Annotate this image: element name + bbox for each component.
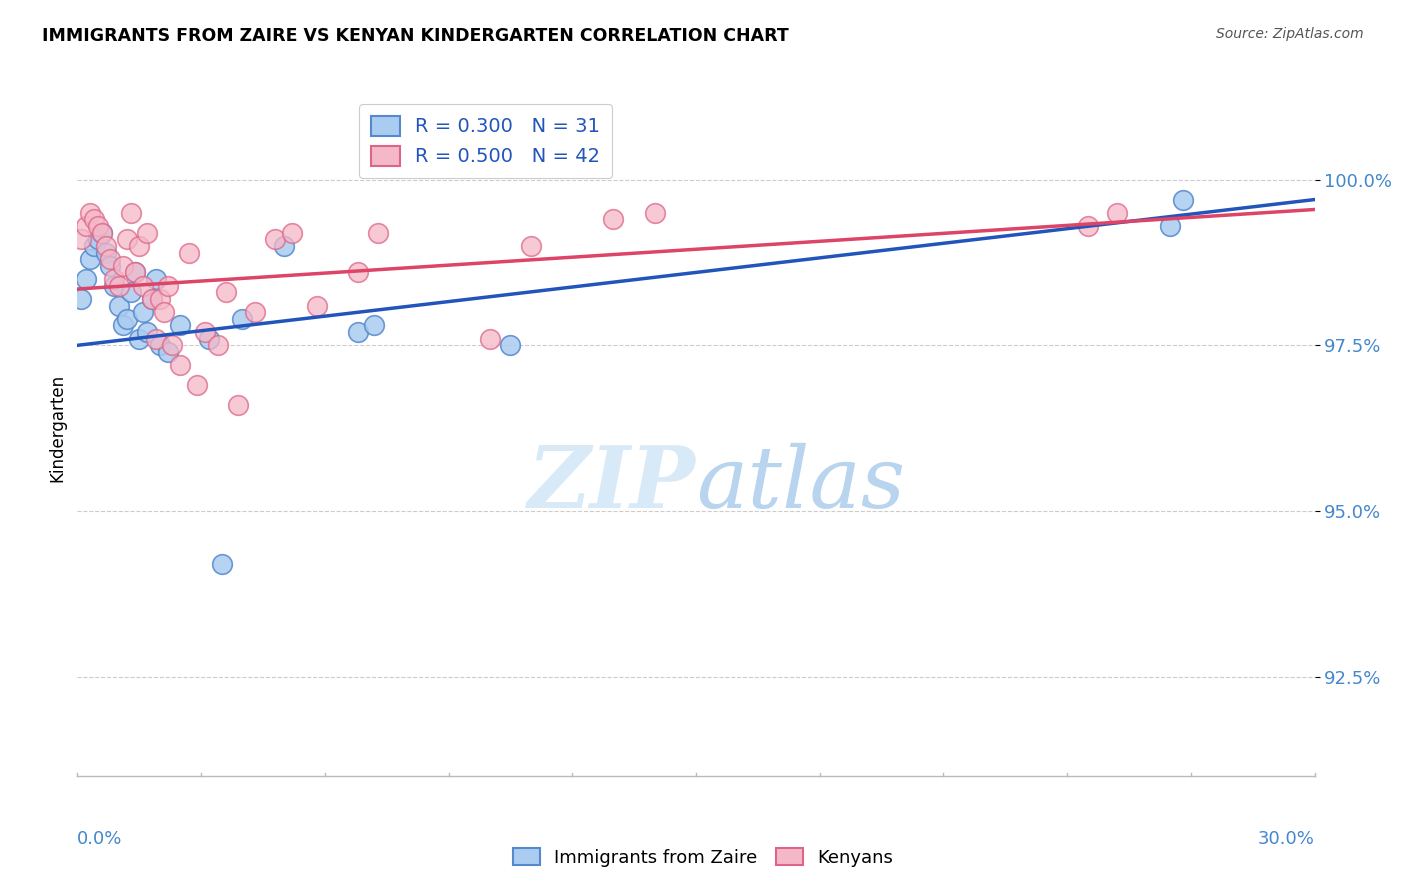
Point (169, 358, 191, 372)
Point (98, 259, 121, 273)
Point (111, 259, 134, 273)
Point (194, 325, 217, 339)
Point (198, 332, 221, 346)
Point (264, 232, 287, 246)
Point (149, 292, 172, 306)
Text: 0.0%: 0.0% (77, 830, 122, 847)
Legend: Immigrants from Zaire, Kenyans: Immigrants from Zaire, Kenyans (506, 841, 900, 874)
Text: ZIP: ZIP (529, 442, 696, 525)
Point (367, 226, 389, 240)
Point (107, 299, 129, 313)
Point (346, 265, 368, 279)
Point (141, 292, 163, 306)
Point (120, 285, 142, 300)
Point (157, 345, 180, 359)
Point (363, 318, 385, 333)
Point (103, 278, 125, 293)
Point (499, 338, 522, 352)
Point (107, 278, 129, 293)
Point (87, 232, 110, 246)
Point (281, 226, 304, 240)
Point (602, 212, 624, 227)
Point (145, 272, 167, 286)
Point (644, 206, 666, 220)
Point (157, 278, 180, 293)
Point (87, 219, 110, 233)
Point (70, 232, 93, 246)
Point (98, 252, 121, 267)
Point (207, 338, 229, 352)
Point (96, 239, 118, 253)
Point (91, 226, 114, 240)
Point (1159, 219, 1181, 233)
Point (153, 305, 176, 319)
Point (79, 206, 101, 220)
Point (186, 378, 208, 392)
Y-axis label: Kindergarten: Kindergarten (48, 374, 66, 483)
Text: IMMIGRANTS FROM ZAIRE VS KENYAN KINDERGARTEN CORRELATION CHART: IMMIGRANTS FROM ZAIRE VS KENYAN KINDERGA… (42, 27, 789, 45)
Point (215, 285, 238, 300)
Point (124, 265, 146, 279)
Point (103, 272, 125, 286)
Point (211, 557, 233, 571)
Point (305, 299, 328, 313)
Point (91, 226, 114, 240)
Point (132, 305, 155, 319)
Text: Source: ZipAtlas.com: Source: ZipAtlas.com (1216, 27, 1364, 41)
Point (128, 332, 150, 346)
Point (120, 206, 142, 220)
Point (226, 398, 249, 412)
Point (520, 239, 543, 253)
Point (83, 212, 105, 227)
Point (132, 278, 155, 293)
Point (111, 318, 134, 333)
Point (70, 292, 93, 306)
Point (160, 338, 183, 352)
Point (83, 239, 105, 253)
Text: atlas: atlas (696, 442, 905, 525)
Legend: R = 0.300   N = 31, R = 0.500   N = 42: R = 0.300 N = 31, R = 0.500 N = 42 (359, 103, 612, 178)
Point (149, 338, 172, 352)
Point (75, 272, 97, 286)
Point (96, 245, 118, 260)
Point (136, 325, 159, 339)
Point (1171, 193, 1194, 207)
Point (128, 239, 150, 253)
Point (115, 232, 138, 246)
Point (169, 318, 191, 333)
Point (1105, 206, 1128, 220)
Point (273, 239, 295, 253)
Point (243, 305, 266, 319)
Point (145, 332, 167, 346)
Point (136, 226, 159, 240)
Point (478, 332, 501, 346)
Point (231, 311, 253, 326)
Point (79, 252, 101, 267)
Point (115, 311, 138, 326)
Point (124, 265, 146, 279)
Point (177, 245, 200, 260)
Point (75, 219, 97, 233)
Point (1077, 219, 1099, 233)
Point (346, 325, 368, 339)
Text: 30.0%: 30.0% (1258, 830, 1315, 847)
Point (141, 292, 163, 306)
